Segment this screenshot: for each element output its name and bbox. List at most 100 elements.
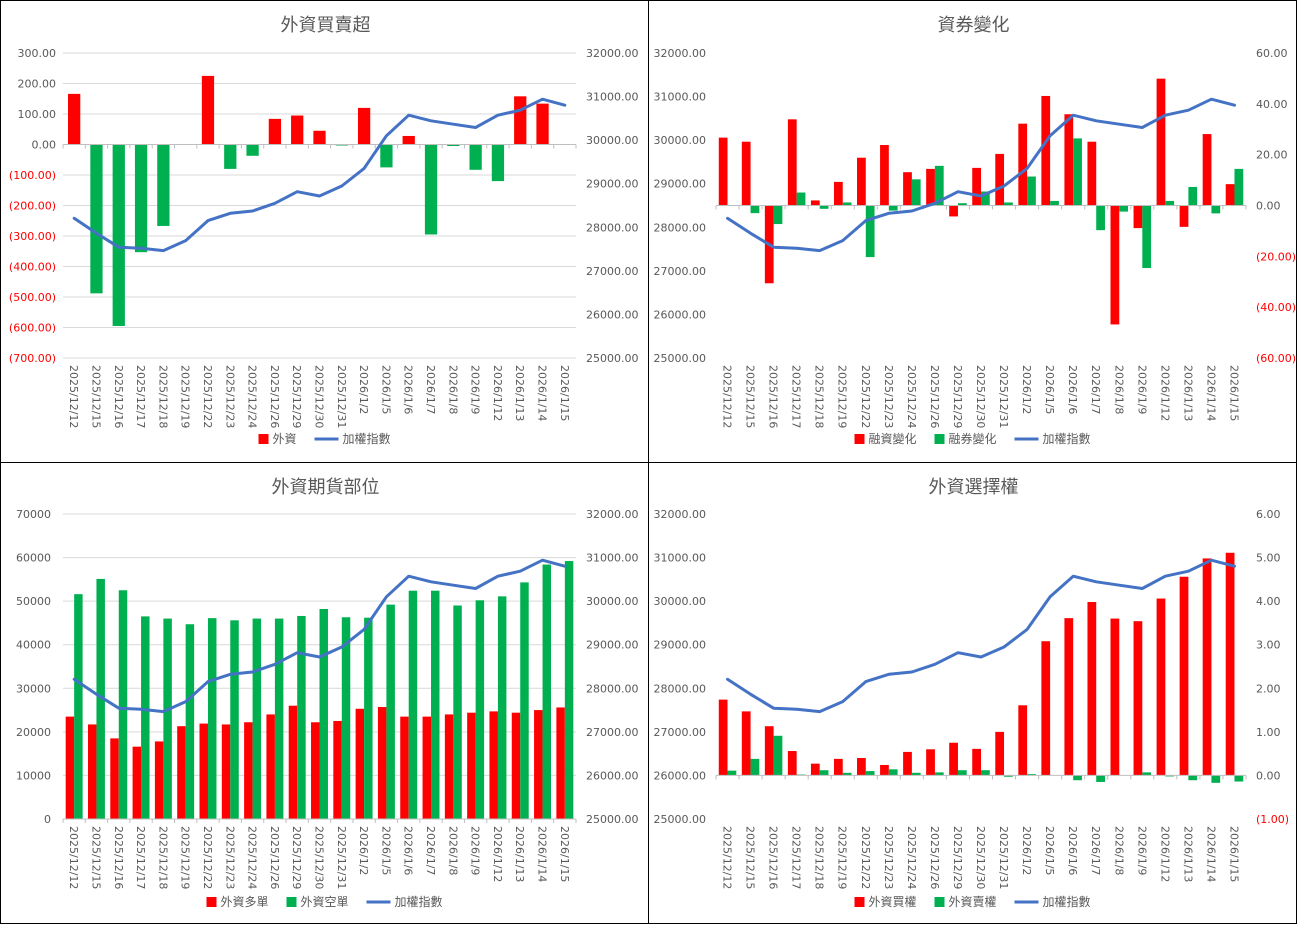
left-axis-tick-label: 29000.00 xyxy=(654,178,707,191)
category-label: 2025/12/17 xyxy=(790,826,803,889)
bar-secondary xyxy=(751,759,760,776)
left-axis-tick-label: 100.00 xyxy=(18,108,57,121)
category-label: 2025/12/18 xyxy=(156,826,169,889)
left-axis-tick-label: 32000.00 xyxy=(654,47,707,60)
right-axis-tick-label: 0.00 xyxy=(1256,769,1281,782)
bar-primary xyxy=(788,119,797,205)
bar-secondary xyxy=(230,620,238,819)
category-label: 2025/12/12 xyxy=(721,826,734,889)
category-label: 2025/12/22 xyxy=(859,826,872,889)
right-axis-tick-label: 26000.00 xyxy=(586,769,639,782)
bar-primary xyxy=(200,724,208,819)
left-axis-tick-label: 28000.00 xyxy=(654,682,707,695)
bar-secondary xyxy=(912,179,921,205)
bar-secondary xyxy=(751,206,760,214)
bar-primary xyxy=(113,145,125,326)
category-label: 2026/1/9 xyxy=(1135,826,1148,875)
bar-primary xyxy=(1157,599,1166,776)
bar-primary xyxy=(1134,621,1143,775)
category-label: 2025/12/15 xyxy=(89,826,102,889)
bar-secondary xyxy=(409,591,417,819)
left-axis-tick-label: (100.00) xyxy=(9,169,56,182)
left-axis-tick-label: 60000 xyxy=(16,552,51,565)
category-label: 2026/1/6 xyxy=(1066,365,1079,414)
category-label: 2025/12/30 xyxy=(974,826,987,889)
bar-primary xyxy=(492,145,504,182)
category-label: 2026/1/7 xyxy=(424,826,437,875)
left-axis-tick-label: 30000.00 xyxy=(654,595,707,608)
left-axis-tick-label: 26000.00 xyxy=(654,769,707,782)
bar-primary xyxy=(157,145,169,226)
bar-secondary xyxy=(1073,138,1082,205)
right-axis-tick-label: 25000.00 xyxy=(586,813,639,826)
category-label: 2025/12/12 xyxy=(67,826,80,889)
legend: 外資買權外資賣權加權指數 xyxy=(855,894,1091,909)
bar-primary xyxy=(1041,96,1050,206)
bar-primary xyxy=(1226,553,1235,776)
bar-secondary xyxy=(320,609,328,819)
category-label: 2026/1/13 xyxy=(513,826,526,882)
bar-primary xyxy=(1018,705,1027,775)
right-axis-tick-label: 27000.00 xyxy=(586,265,639,278)
category-label: 2026/1/2 xyxy=(357,826,370,875)
category-label: 2025/12/31 xyxy=(997,826,1010,889)
right-axis-tick-label: (1.00) xyxy=(1256,813,1289,826)
left-axis-tick-label: 30000 xyxy=(16,682,51,695)
bar-secondary xyxy=(453,606,461,820)
bar-secondary xyxy=(889,769,898,775)
category-label: 2026/1/14 xyxy=(536,365,549,421)
category-label: 2025/12/17 xyxy=(134,365,147,428)
legend-label: 外資空單 xyxy=(301,895,349,909)
category-label: 2025/12/18 xyxy=(813,826,826,889)
bar-primary xyxy=(834,759,843,776)
bar-secondary xyxy=(431,591,439,819)
legend-swatch xyxy=(935,897,945,907)
bar-primary xyxy=(266,714,274,819)
legend-label: 外資多單 xyxy=(221,895,269,909)
right-axis-tick-label: 4.00 xyxy=(1256,595,1281,608)
category-label: 2025/12/12 xyxy=(721,365,734,428)
category-label: 2026/1/15 xyxy=(1227,826,1240,882)
bar-primary xyxy=(972,749,981,776)
legend-label: 加權指數 xyxy=(395,894,443,909)
bar-primary xyxy=(358,108,370,145)
legend: 外資多單 外資空單 加權指數 xyxy=(207,894,443,909)
left-axis-tick-label: 31000.00 xyxy=(654,91,707,104)
legend-swatch xyxy=(855,897,865,907)
right-axis-tick-label: 27000.00 xyxy=(586,726,639,739)
bar-secondary xyxy=(1050,201,1059,206)
legend-label: 外資賣權 xyxy=(949,894,997,909)
chart-svg: 外資買賣超300.00200.00100.000.00(100.00)(200.… xyxy=(1,1,650,464)
legend-label: 加權指數 xyxy=(1043,431,1091,446)
legend-swatch xyxy=(259,434,269,444)
bar-primary xyxy=(68,94,80,145)
bar-primary xyxy=(1203,558,1212,775)
bar-secondary xyxy=(1073,775,1082,780)
right-axis-tick-label: 29000.00 xyxy=(586,178,639,191)
category-label: 2025/12/12 xyxy=(67,365,80,428)
bar-primary xyxy=(1064,114,1073,205)
bar-primary xyxy=(514,96,526,144)
left-axis-tick-label: 10000 xyxy=(16,769,51,782)
bar-secondary xyxy=(866,206,875,258)
legend-label: 融資變化 xyxy=(869,431,917,446)
category-label: 2026/1/5 xyxy=(1043,826,1056,875)
bar-primary xyxy=(333,721,341,819)
bar-secondary xyxy=(1119,206,1128,212)
bar-primary xyxy=(1087,602,1096,775)
right-axis-tick-label: 5.00 xyxy=(1256,552,1281,565)
right-axis-tick-label: 31000.00 xyxy=(586,552,639,565)
legend-swatch xyxy=(855,434,865,444)
left-axis-tick-label: (600.00) xyxy=(9,322,56,335)
category-label: 2026/1/7 xyxy=(1089,826,1102,875)
category-label: 2025/12/16 xyxy=(112,365,125,428)
bar-primary xyxy=(995,732,1004,776)
category-label: 2026/1/12 xyxy=(1158,826,1171,882)
legend: 融資變化融券變化加權指數 xyxy=(855,431,1091,446)
bar-primary xyxy=(311,722,319,819)
category-label: 2026/1/5 xyxy=(379,826,392,875)
bar-secondary xyxy=(889,206,898,211)
category-label: 2026/1/9 xyxy=(469,365,482,414)
